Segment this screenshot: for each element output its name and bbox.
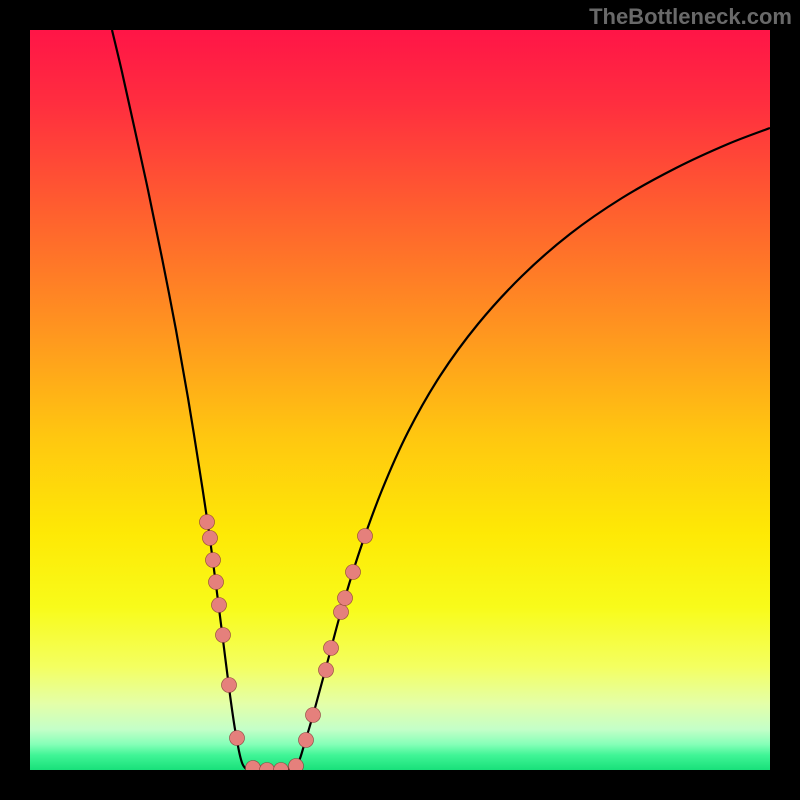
data-marker: [346, 565, 361, 580]
data-marker: [334, 605, 349, 620]
data-marker: [319, 663, 334, 678]
data-marker: [299, 733, 314, 748]
data-marker: [230, 731, 245, 746]
data-marker: [216, 628, 231, 643]
data-marker: [306, 708, 321, 723]
data-marker: [206, 553, 221, 568]
data-marker: [358, 529, 373, 544]
data-marker: [338, 591, 353, 606]
data-marker: [203, 531, 218, 546]
gradient-background: [30, 30, 770, 770]
data-marker: [212, 598, 227, 613]
data-marker: [209, 575, 224, 590]
plot-area: [30, 30, 770, 770]
data-marker: [200, 515, 215, 530]
data-marker: [324, 641, 339, 656]
watermark-text: TheBottleneck.com: [589, 4, 792, 30]
plot-svg: [30, 30, 770, 770]
frame: TheBottleneck.com: [0, 0, 800, 800]
data-marker: [222, 678, 237, 693]
